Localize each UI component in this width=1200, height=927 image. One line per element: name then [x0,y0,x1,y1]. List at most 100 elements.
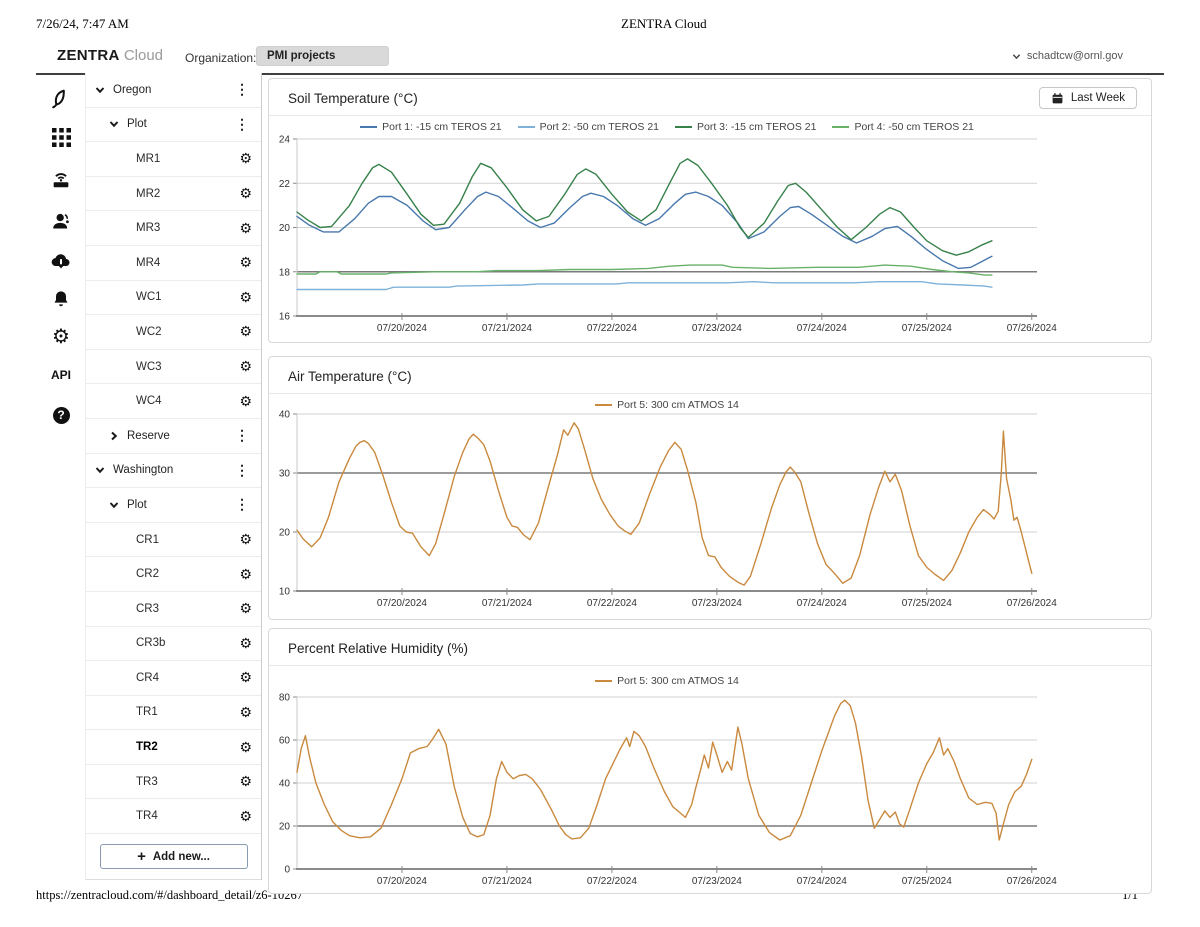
group-label: Oregon [113,83,152,96]
api-link[interactable]: API [50,368,71,382]
download-cloud-icon[interactable] [48,248,74,274]
gear-icon[interactable]: ⚙ [239,288,252,305]
gear-icon[interactable]: ⚙ [239,358,252,375]
tree-row-reserve[interactable]: Reserve ⋮ [86,419,261,454]
chevron-down-icon[interactable] [95,85,105,95]
logo-leaf-icon[interactable] [48,86,74,112]
gear-icon[interactable]: ⚙ [239,773,252,790]
tree-row-plot[interactable]: Plot ⋮ [86,108,261,143]
svg-text:07/24/2024: 07/24/2024 [797,598,847,609]
air-temperature-chart: 10 20 30 40 07/20/2024 07/21/2024 07/22/2024 07… [279,410,1057,610]
tree-row-oregon[interactable]: Oregon ⋮ [86,73,261,108]
tree-row-wc1[interactable]: WC1 ⚙ [86,281,261,316]
svg-text:07/21/2024: 07/21/2024 [482,876,532,887]
gear-icon[interactable]: ⚙ [239,565,252,582]
tree-row-tr4[interactable]: TR4 ⚙ [86,799,261,835]
legend-swatch [595,680,613,682]
kebab-menu-icon[interactable]: ⋮ [235,496,249,513]
devices-antenna-icon[interactable] [48,166,74,192]
legend-item[interactable]: Port 2: -50 cm TEROS 21 [517,121,659,133]
gear-icon[interactable]: ⚙ [239,634,252,651]
settings-gear-icon[interactable]: ⚙ [52,326,70,348]
legend-item[interactable]: Port 5: 300 cm ATMOS 14 [595,399,739,411]
tree-row-cr3b[interactable]: CR3b ⚙ [86,627,261,662]
gear-icon[interactable]: ⚙ [239,807,252,824]
tree-row-mr3[interactable]: MR3 ⚙ [86,211,261,246]
tree-row-cr3[interactable]: CR3 ⚙ [86,592,261,627]
legend-item[interactable]: Port 3: -15 cm TEROS 21 [675,121,816,133]
print-footer-url: https://zentracloud.com/#/dashboard_deta… [36,888,303,902]
svg-text:07/20/2024: 07/20/2024 [377,876,427,887]
chart-legend: Port 5: 300 cm ATMOS 14 [297,399,1037,411]
chevron-down-icon[interactable] [95,465,105,475]
add-new-button[interactable]: + Add new... [99,844,248,870]
device-label: WC1 [136,291,162,304]
group-label: Plot [127,118,147,131]
kebab-menu-icon[interactable]: ⋮ [235,461,249,478]
tree-row-mr1[interactable]: MR1 ⚙ [86,142,261,177]
gear-icon[interactable]: ⚙ [239,323,252,340]
tree-row-wc2[interactable]: WC2 ⚙ [86,315,261,350]
device-label: CR2 [136,568,160,581]
gear-icon[interactable]: ⚙ [239,392,252,409]
print-datetime: 7/26/24, 7:47 AM [36,16,129,31]
help-icon[interactable]: ? [48,402,74,428]
svg-text:16: 16 [279,312,291,323]
alerts-bell-icon[interactable] [48,286,74,312]
tree-row-plot[interactable]: Plot ⋮ [86,488,261,523]
tree-row-cr1[interactable]: CR1 ⚙ [86,523,261,558]
device-label: WC2 [136,325,162,338]
kebab-menu-icon[interactable]: ⋮ [235,81,249,98]
gear-icon[interactable]: ⚙ [239,669,252,686]
svg-text:22: 22 [279,179,291,190]
tree-row-tr2[interactable]: TR2 ⚙ [86,730,261,765]
tree-row-mr4[interactable]: MR4 ⚙ [86,246,261,281]
gear-icon[interactable]: ⚙ [239,738,252,755]
device-label: WC3 [136,360,162,373]
soil-temperature-card: Soil Temperature (°C) Last Week Port 1: … [268,78,1152,343]
svg-text:40: 40 [279,779,291,790]
question-mark-glyph: ? [52,406,70,424]
chevron-down-icon[interactable] [109,119,119,129]
svg-text:80: 80 [279,693,291,704]
kebab-menu-icon[interactable]: ⋮ [235,427,249,444]
gear-icon[interactable]: ⚙ [239,600,252,617]
tree-row-washington[interactable]: Washington ⋮ [86,454,261,489]
svg-text:40: 40 [279,410,291,421]
tree-row-cr2[interactable]: CR2 ⚙ [86,557,261,592]
tree-row-wc4[interactable]: WC4 ⚙ [86,384,261,419]
device-label: CR4 [136,671,160,684]
kebab-menu-icon[interactable]: ⋮ [235,115,249,132]
users-icon[interactable] [48,208,74,234]
soil-temperature-chart: 16 18 20 22 24 07/20/2024 07/21/2024 07/22/2024… [279,135,1057,335]
zentra-logo[interactable]: ZENTRA Cloud [57,47,163,64]
chevron-right-icon[interactable] [109,431,119,441]
svg-text:07/25/2024: 07/25/2024 [902,598,952,609]
device-label: TR1 [136,706,158,719]
organization-select[interactable]: PMI projects [256,46,389,66]
svg-text:07/22/2024: 07/22/2024 [587,323,637,334]
svg-text:07/26/2024: 07/26/2024 [1007,323,1057,334]
gear-icon[interactable]: ⚙ [239,531,252,548]
tree-row-tr1[interactable]: TR1 ⚙ [86,696,261,731]
svg-text:18: 18 [279,267,291,278]
tree-row-wc3[interactable]: WC3 ⚙ [86,350,261,385]
gear-icon[interactable]: ⚙ [239,150,252,167]
dashboard-grid-icon[interactable] [48,124,74,150]
gear-icon[interactable]: ⚙ [239,254,252,271]
logo-primary: ZENTRA [57,47,120,64]
svg-text:0: 0 [284,865,290,876]
device-label: TR4 [136,810,158,823]
gear-icon[interactable]: ⚙ [239,185,252,202]
tree-row-cr4[interactable]: CR4 ⚙ [86,661,261,696]
gear-icon[interactable]: ⚙ [239,219,252,236]
legend-item[interactable]: Port 5: 300 cm ATMOS 14 [595,675,739,687]
legend-item[interactable]: Port 1: -15 cm TEROS 21 [360,121,502,133]
date-range-button[interactable]: Last Week [1038,87,1137,109]
user-menu[interactable]: schadtcw@ornl.gov [1012,50,1123,62]
tree-row-mr2[interactable]: MR2 ⚙ [86,177,261,212]
gear-icon[interactable]: ⚙ [239,703,252,720]
tree-row-tr3[interactable]: TR3 ⚙ [86,765,261,800]
chevron-down-icon[interactable] [109,500,119,510]
legend-item[interactable]: Port 4: -50 cm TEROS 21 [832,121,974,133]
